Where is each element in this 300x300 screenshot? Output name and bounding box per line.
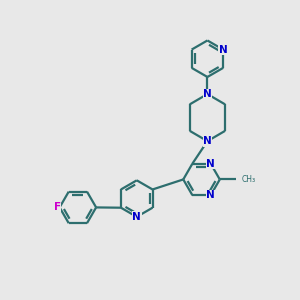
Text: N: N bbox=[203, 89, 212, 99]
Text: N: N bbox=[206, 159, 215, 169]
Text: N: N bbox=[219, 45, 228, 55]
Text: N: N bbox=[132, 212, 141, 222]
Text: CH₃: CH₃ bbox=[241, 175, 255, 184]
Text: N: N bbox=[206, 190, 215, 200]
Text: F: F bbox=[54, 202, 61, 212]
Text: N: N bbox=[203, 136, 212, 146]
